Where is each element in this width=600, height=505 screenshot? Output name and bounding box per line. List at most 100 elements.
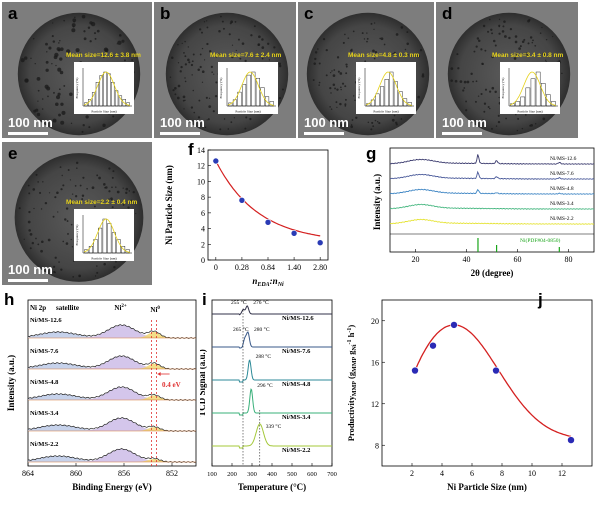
panel-label: f bbox=[188, 140, 194, 159]
particle bbox=[483, 102, 487, 105]
particle bbox=[44, 201, 48, 205]
particle bbox=[105, 50, 108, 53]
particle bbox=[62, 240, 64, 243]
peak-label: 280 °C bbox=[254, 326, 270, 333]
particle bbox=[395, 121, 398, 124]
particle bbox=[72, 276, 75, 278]
xrd-line bbox=[389, 203, 595, 210]
particle bbox=[213, 73, 215, 75]
particle bbox=[45, 42, 48, 46]
particle bbox=[188, 61, 191, 64]
particle bbox=[217, 53, 221, 57]
particle bbox=[336, 56, 340, 59]
scale-bar bbox=[442, 132, 482, 135]
gaussian-fit bbox=[509, 71, 557, 106]
particle bbox=[363, 38, 366, 40]
particle bbox=[41, 240, 44, 244]
particle bbox=[199, 28, 202, 31]
tpr-line bbox=[212, 423, 332, 449]
x-tick-label: 300 bbox=[247, 471, 257, 478]
x-label-part: EDA bbox=[256, 282, 269, 287]
histogram-bar bbox=[520, 96, 526, 107]
particle bbox=[244, 127, 247, 130]
particle bbox=[125, 191, 128, 195]
chart-f: 0 2 4 6 8 10 12 14 0 0.28 0.84 1.40 2.80 Ni Particle … bbox=[164, 146, 329, 288]
series-label: Ni/MS-4.8 bbox=[282, 381, 311, 388]
particle bbox=[184, 40, 186, 43]
particle bbox=[329, 71, 332, 74]
particle bbox=[52, 40, 56, 43]
particle bbox=[498, 18, 501, 21]
particle bbox=[361, 32, 364, 35]
particle bbox=[212, 110, 215, 113]
particle bbox=[491, 55, 494, 59]
particle bbox=[395, 33, 399, 36]
particle bbox=[72, 18, 77, 23]
shift-label: 0.4 eV bbox=[162, 381, 181, 389]
series-label: Ni/MS-3.4 bbox=[282, 414, 311, 421]
particle bbox=[70, 122, 73, 125]
particle bbox=[51, 35, 54, 38]
peak-label: 255 °C bbox=[231, 299, 247, 306]
plot-frame bbox=[27, 299, 197, 467]
histogram: Particle Size (nm) Frequency (%) bbox=[219, 68, 276, 114]
particle bbox=[344, 98, 347, 101]
peak-label: 296 °C bbox=[257, 382, 273, 389]
particle bbox=[42, 181, 44, 183]
particle bbox=[192, 89, 195, 92]
particle bbox=[46, 51, 48, 53]
y-tick-label: 14 bbox=[197, 146, 205, 155]
histogram-bar bbox=[380, 86, 385, 107]
particle bbox=[190, 63, 194, 67]
particle bbox=[112, 170, 115, 173]
particle bbox=[345, 72, 348, 75]
particle bbox=[70, 223, 73, 226]
particle bbox=[191, 60, 194, 63]
x-axis-label: Ni Particle Size (nm) bbox=[447, 482, 527, 492]
particle bbox=[221, 20, 224, 23]
y-tick-label: 4 bbox=[201, 225, 205, 234]
particle bbox=[542, 117, 546, 121]
particle bbox=[184, 77, 186, 79]
particle bbox=[24, 56, 28, 60]
particle bbox=[339, 102, 342, 106]
particle bbox=[70, 201, 74, 205]
y-axis-label: TCD Signal (a.u.) bbox=[200, 349, 207, 417]
particle bbox=[333, 69, 336, 71]
particle bbox=[450, 79, 453, 82]
particle bbox=[206, 26, 209, 29]
scale-bar bbox=[8, 132, 48, 135]
particle bbox=[481, 62, 484, 66]
particle bbox=[58, 42, 60, 44]
particle bbox=[334, 87, 337, 90]
x-tick-label: 600 bbox=[307, 471, 317, 478]
histogram-inset: Particle Size (nm) Frequency (%) bbox=[356, 62, 416, 114]
particle bbox=[541, 26, 543, 29]
histogram-xlabel: Particle Size (nm) bbox=[91, 110, 117, 114]
particle bbox=[482, 24, 486, 28]
particle bbox=[473, 50, 476, 53]
particle bbox=[465, 109, 468, 112]
x-tick-label: 40 bbox=[463, 255, 471, 264]
series-label: Ni/MS-7.6 bbox=[30, 348, 59, 355]
particle bbox=[215, 81, 218, 84]
histogram-ylabel: Frequency (%) bbox=[501, 77, 505, 99]
particle bbox=[18, 207, 21, 210]
particle bbox=[273, 53, 276, 56]
particle bbox=[37, 181, 39, 183]
x-tick-label: 1.40 bbox=[287, 263, 301, 272]
particle bbox=[83, 30, 86, 33]
x-axis-label: nEDA:nNi bbox=[252, 276, 284, 287]
particle bbox=[244, 59, 247, 63]
particle bbox=[489, 18, 491, 21]
particle bbox=[223, 118, 226, 120]
particle bbox=[20, 58, 25, 63]
particle bbox=[181, 42, 183, 45]
particle bbox=[54, 256, 57, 259]
xps-component bbox=[28, 395, 196, 400]
scale-bar bbox=[8, 279, 48, 282]
particle bbox=[77, 201, 80, 203]
tspan: h bbox=[346, 332, 356, 339]
particle bbox=[199, 53, 202, 56]
particle bbox=[344, 105, 347, 107]
